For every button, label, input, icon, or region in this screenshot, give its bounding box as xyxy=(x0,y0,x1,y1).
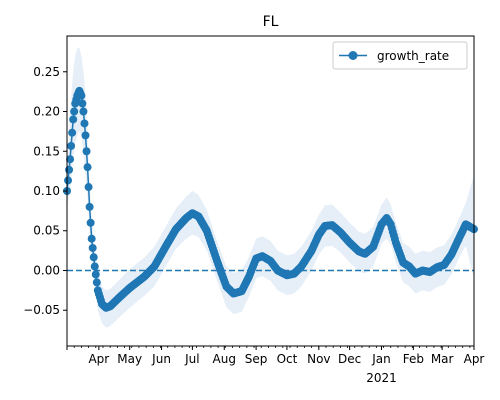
data-point xyxy=(78,99,87,108)
confidence-band xyxy=(67,47,474,328)
data-point xyxy=(87,234,96,243)
data-point xyxy=(77,91,86,100)
data-point xyxy=(70,107,79,116)
x-tick-label: Jun xyxy=(151,352,171,366)
series-growth-rate xyxy=(63,86,478,312)
legend-marker-swatch xyxy=(348,51,358,60)
data-point xyxy=(69,115,78,124)
data-point xyxy=(65,165,74,174)
data-point xyxy=(84,183,93,192)
data-point xyxy=(92,278,101,287)
x-tick-label: Jul xyxy=(184,352,199,366)
data-point xyxy=(81,131,90,140)
y-tick-label: 0.00 xyxy=(33,263,60,277)
x-tick-label: May xyxy=(117,352,142,366)
y-tick-label: 0.20 xyxy=(33,105,60,119)
legend: growth_rate xyxy=(332,41,468,70)
x-tick-label: Apr xyxy=(88,352,109,366)
legend-box xyxy=(332,41,468,70)
data-point xyxy=(66,155,75,164)
data-point xyxy=(64,176,73,185)
data-point xyxy=(91,270,100,279)
chart-title: FL xyxy=(263,14,279,30)
x-tick-label: Apr xyxy=(464,352,485,366)
x-tick-label: Mar xyxy=(431,352,454,366)
x-tick-label: Oct xyxy=(277,352,298,366)
y-tick-label: 0.25 xyxy=(33,65,60,79)
y-tick-label: 0.15 xyxy=(33,144,60,158)
x-tick-label: Sep xyxy=(245,352,268,366)
y-tick-label: 0.10 xyxy=(33,184,60,198)
data-point xyxy=(82,147,91,156)
plot-area xyxy=(63,47,478,328)
x-tick-label: Nov xyxy=(307,352,330,366)
data-point xyxy=(85,202,94,211)
data-point xyxy=(89,253,98,262)
confidence-band-area xyxy=(67,47,474,328)
data-point xyxy=(79,107,88,116)
data-point xyxy=(88,243,97,252)
y-tick-label: 0.05 xyxy=(33,224,60,238)
data-point xyxy=(67,141,76,150)
x-tick-label: Dec xyxy=(338,352,361,366)
x-year-label: 2021 xyxy=(366,371,397,385)
data-point xyxy=(80,119,89,128)
x-tick-label: Aug xyxy=(213,352,236,366)
data-point xyxy=(90,262,99,271)
y-tick-label: −0.05 xyxy=(23,303,60,317)
x-axis: Apr May Jun Jul Aug Sep Oct Nov Dec Jan Feb Mar Apr 2… xyxy=(66,346,485,385)
y-axis: −0.05 0.00 0.05 0.10 0.15 0.20 0.25 xyxy=(23,65,67,317)
data-point xyxy=(83,163,92,172)
data-point xyxy=(68,128,77,137)
x-tick-label: Feb xyxy=(403,352,424,366)
x-tick-label: Jan xyxy=(371,352,391,366)
data-point xyxy=(86,218,95,227)
legend-label: growth_rate xyxy=(377,49,449,63)
